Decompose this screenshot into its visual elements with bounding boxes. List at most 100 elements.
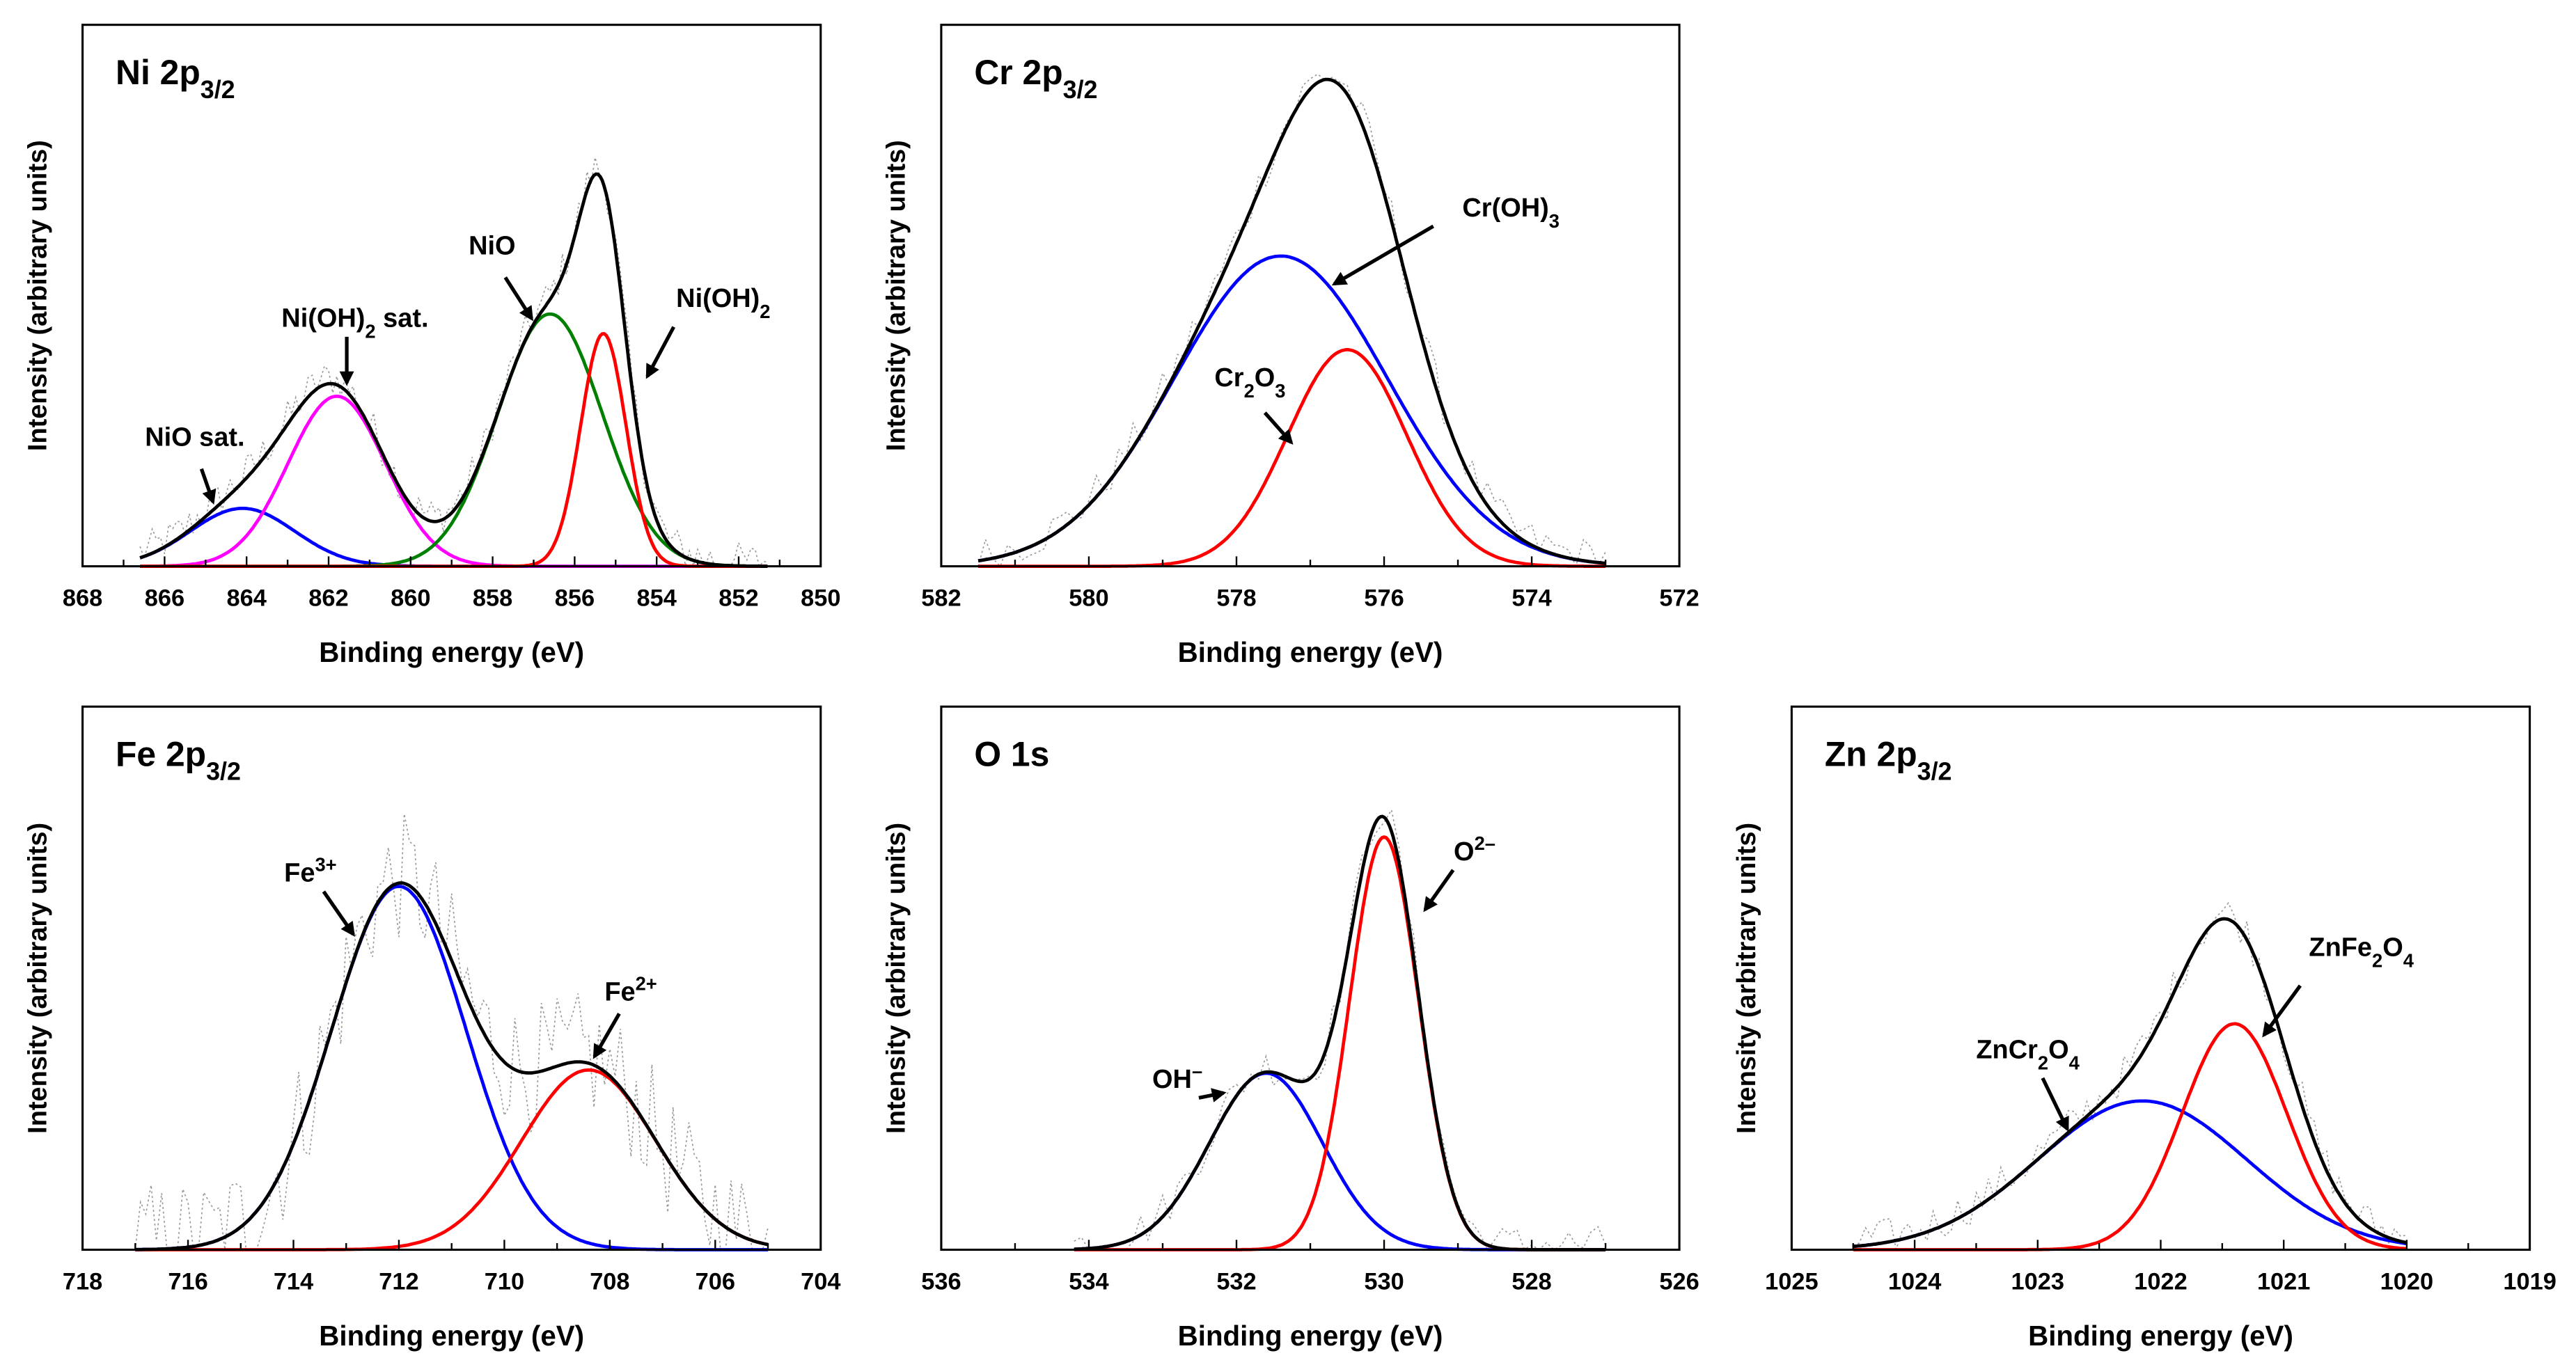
label-segment: 3/2	[201, 76, 235, 104]
y-axis-label: Intensity (arbitrary units)	[23, 823, 52, 1134]
label-segment: Ni(OH)	[281, 304, 365, 333]
label-segment: Fe	[604, 977, 635, 1006]
panel-1: 868 866 864 862 860 858 856 854 852 850 Binding en…	[23, 24, 840, 668]
label-segment: 2	[1244, 380, 1255, 402]
peak-annotation: Ni(OH)2	[676, 284, 770, 322]
x-axis-label: Binding energy (eV)	[319, 636, 584, 668]
envelope-curve	[135, 881, 769, 1251]
label-segment: Zn 2p	[1825, 735, 1917, 774]
x-tick-label: 854	[637, 585, 677, 612]
label-segment: O	[1255, 363, 1275, 393]
x-tick-label: 864	[227, 585, 267, 612]
x-tick-label: 1022	[2134, 1268, 2187, 1295]
peak-annotation: O2–	[1454, 832, 1495, 867]
label-segment: O	[2048, 1035, 2069, 1064]
label-segment: 3/2	[206, 758, 241, 786]
raw-data-trace	[1074, 808, 1606, 1251]
label-segment: Cr(OH)	[1462, 193, 1548, 223]
x-tick-label: 526	[1659, 1268, 1699, 1295]
label-segment: Ni(OH)	[676, 284, 760, 313]
x-axis-label: Binding energy (eV)	[2028, 1320, 2293, 1352]
panel-title: Ni 2p3/2	[116, 53, 235, 104]
x-tick-label: 574	[1511, 585, 1551, 612]
arrow-icon	[1331, 224, 1435, 286]
y-axis-label: Intensity (arbitrary units)	[882, 140, 911, 451]
x-tick-label: 868	[63, 585, 102, 612]
panel-2: 582 580 578 576 574 572 Binding energy (eV) Int…	[882, 24, 1699, 668]
peak-annotation: ZnCr2O4	[1976, 1035, 2080, 1073]
x-tick-label: 576	[1364, 585, 1404, 612]
y-axis-label: Intensity (arbitrary units)	[23, 140, 52, 451]
peak-annotation: Fe3+	[284, 853, 336, 888]
envelope-curve	[977, 77, 1606, 565]
x-tick-label: 530	[1364, 1268, 1404, 1295]
panel-title: O 1s	[974, 735, 1049, 774]
y-axis-label: Intensity (arbitrary units)	[1732, 823, 1761, 1134]
x-tick-label: 1019	[2503, 1268, 2556, 1295]
component-curve-o2-	[1074, 835, 1606, 1251]
raw-data-trace	[977, 73, 1606, 569]
envelope-curve	[1074, 814, 1606, 1251]
x-tick-label: 1020	[2380, 1268, 2433, 1295]
x-tick-label: 852	[718, 585, 758, 612]
label-segment: 3/2	[1063, 76, 1098, 104]
x-tick-label: 716	[168, 1268, 207, 1295]
x-tick-label: 534	[1069, 1268, 1108, 1295]
x-tick-label: 704	[801, 1268, 840, 1295]
label-segment: 2	[365, 320, 375, 342]
panel-4: 536 534 532 530 528 526 Binding energy (eV) Int…	[882, 705, 1699, 1352]
label-segment: 4	[2403, 949, 2414, 971]
x-axis-label: Binding energy (eV)	[1178, 1320, 1443, 1352]
x-tick-label: 582	[921, 585, 961, 612]
x-tick-label: 1024	[1888, 1268, 1941, 1295]
envelope-curve	[1853, 917, 2408, 1249]
x-tick-label: 710	[485, 1268, 524, 1295]
x-tick-label: 708	[590, 1268, 629, 1295]
peak-annotation: NiO	[469, 231, 515, 260]
label-segment: NiO sat.	[145, 422, 244, 452]
label-segment: Ni 2p	[116, 53, 201, 92]
x-tick-label: 528	[1511, 1268, 1551, 1295]
label-segment: 2	[2038, 1052, 2048, 1073]
raw-data-trace	[139, 157, 768, 569]
peak-annotation: ZnFe2O4	[2309, 933, 2414, 971]
x-tick-label: 856	[555, 585, 595, 612]
component-curve-fe3-	[135, 885, 769, 1251]
panel-3: 718 716 714 712 710 708 706 704 Binding energy (…	[23, 705, 840, 1352]
arrow-icon	[2262, 984, 2302, 1038]
peak-annotation: Fe2+	[604, 972, 657, 1007]
x-axis-label: Binding energy (eV)	[319, 1320, 584, 1352]
arrow-icon	[503, 276, 533, 322]
arrow-icon	[1263, 411, 1294, 445]
panel-title: Fe 2p3/2	[116, 735, 241, 786]
label-segment: Fe	[284, 859, 315, 888]
component-curve-fe2-	[135, 1068, 769, 1251]
label-segment: 2–	[1475, 832, 1495, 853]
label-segment: O 1s	[974, 735, 1049, 774]
component-curve-ni-oh-2-sat-	[140, 394, 768, 568]
x-tick-label: 1023	[2011, 1268, 2064, 1295]
peak-annotation: Ni(OH)2 sat.	[281, 304, 428, 342]
label-segment: sat.	[376, 304, 429, 333]
raw-data-trace	[134, 814, 769, 1251]
y-axis-label: Intensity (arbitrary units)	[882, 823, 911, 1134]
x-tick-label: 572	[1659, 585, 1699, 612]
label-segment: 2+	[636, 972, 657, 994]
arrow-icon	[322, 890, 355, 937]
label-segment: OH	[1152, 1065, 1192, 1094]
arrow-icon	[199, 468, 217, 505]
label-segment: 2	[760, 301, 770, 322]
x-tick-label: 866	[145, 585, 184, 612]
envelope-curve	[139, 172, 768, 568]
x-tick-label: 714	[274, 1268, 313, 1295]
plot-frame	[940, 24, 1681, 568]
raw-data-trace	[1853, 901, 2408, 1252]
panel-title: Zn 2p3/2	[1825, 735, 1952, 786]
arrow-icon	[2041, 1077, 2069, 1132]
component-curve-zncr2o4	[1853, 1099, 2408, 1249]
label-segment: NiO	[469, 231, 515, 260]
arrow-icon	[592, 1013, 621, 1059]
label-segment: O	[2382, 933, 2403, 962]
component-curve-cr2o3	[978, 348, 1606, 568]
